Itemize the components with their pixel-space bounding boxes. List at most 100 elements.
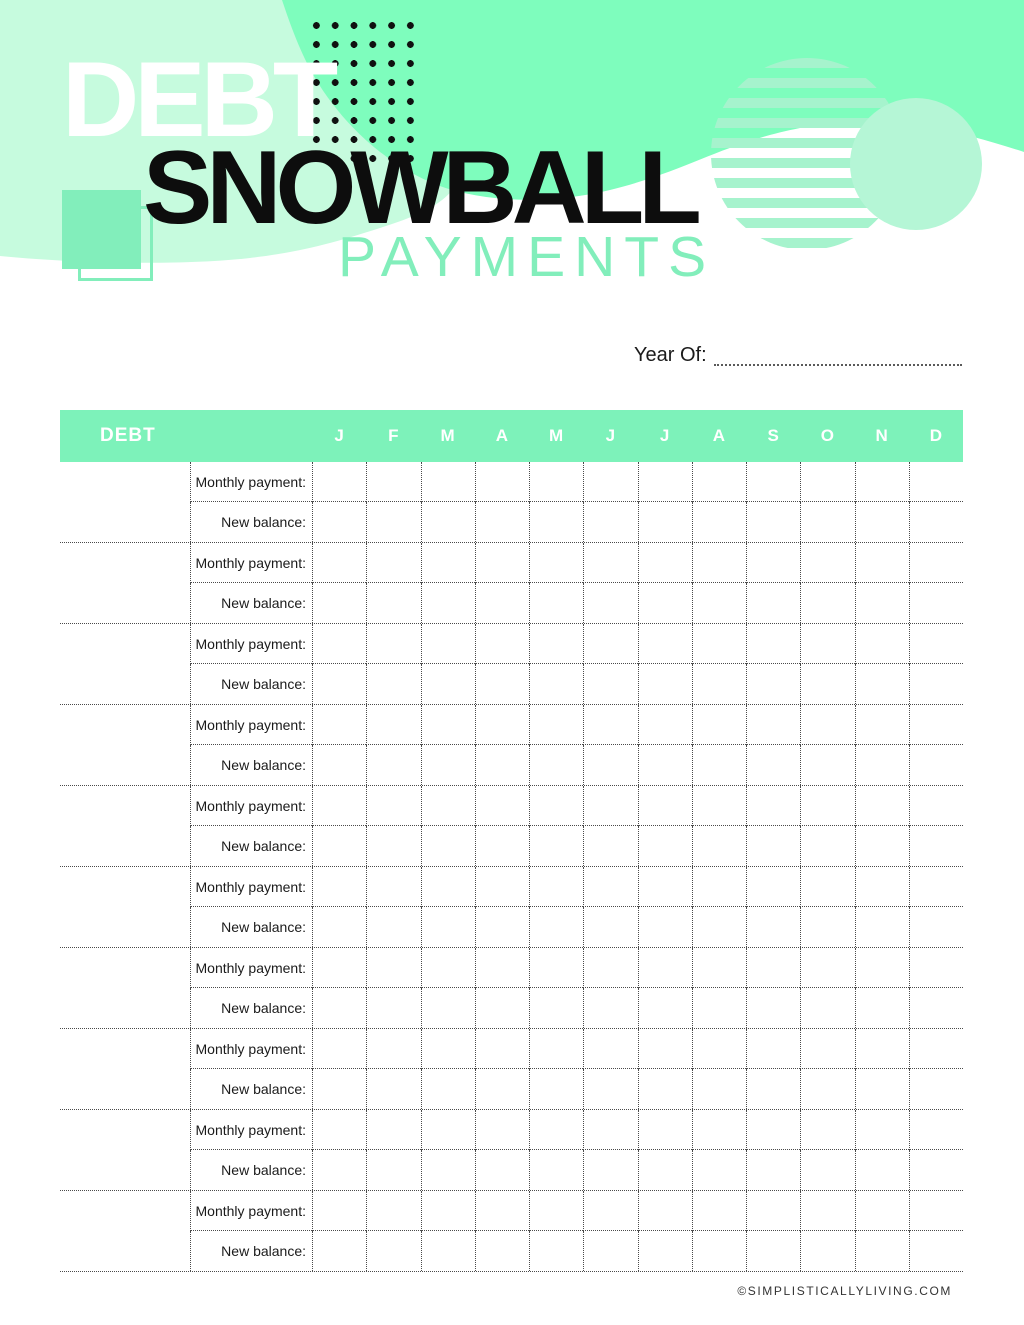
- monthly-payment-value-cell[interactable]: [746, 867, 801, 907]
- monthly-payment-value-cell[interactable]: [420, 1110, 475, 1150]
- new-balance-value-cell[interactable]: [529, 1069, 583, 1109]
- new-balance-value-cell[interactable]: [691, 1231, 746, 1271]
- new-balance-value-cell[interactable]: [746, 988, 800, 1028]
- new-balance-value-cell[interactable]: [637, 988, 692, 1028]
- monthly-payment-value-cell[interactable]: [312, 867, 367, 907]
- monthly-payment-value-cell[interactable]: [474, 1110, 529, 1150]
- monthly-payment-value-cell[interactable]: [474, 624, 529, 664]
- new-balance-value-cell[interactable]: [637, 745, 692, 785]
- new-balance-value-cell[interactable]: [583, 1231, 637, 1271]
- monthly-payment-value-cell[interactable]: [312, 543, 367, 583]
- new-balance-value-cell[interactable]: [854, 745, 909, 785]
- monthly-payment-value-cell[interactable]: [420, 543, 475, 583]
- monthly-payment-value-cell[interactable]: [908, 624, 963, 664]
- new-balance-value-cell[interactable]: [529, 745, 583, 785]
- new-balance-value-cell[interactable]: [366, 1150, 420, 1190]
- monthly-payment-value-cell[interactable]: [529, 543, 584, 583]
- debt-name-cell[interactable]: [60, 462, 190, 542]
- new-balance-value-cell[interactable]: [529, 1150, 583, 1190]
- monthly-payment-value-cell[interactable]: [529, 948, 584, 988]
- monthly-payment-value-cell[interactable]: [691, 1191, 746, 1231]
- new-balance-value-cell[interactable]: [529, 907, 583, 947]
- monthly-payment-value-cell[interactable]: [691, 948, 746, 988]
- new-balance-value-cell[interactable]: [908, 745, 963, 785]
- new-balance-value-cell[interactable]: [691, 907, 746, 947]
- new-balance-value-cell[interactable]: [691, 988, 746, 1028]
- new-balance-value-cell[interactable]: [312, 826, 366, 866]
- monthly-payment-value-cell[interactable]: [583, 948, 638, 988]
- monthly-payment-value-cell[interactable]: [529, 624, 584, 664]
- monthly-payment-value-cell[interactable]: [854, 1110, 909, 1150]
- monthly-payment-value-cell[interactable]: [583, 1110, 638, 1150]
- monthly-payment-value-cell[interactable]: [420, 705, 475, 745]
- monthly-payment-value-cell[interactable]: [420, 624, 475, 664]
- new-balance-value-cell[interactable]: [474, 826, 529, 866]
- new-balance-value-cell[interactable]: [583, 583, 637, 623]
- new-balance-value-cell[interactable]: [746, 1231, 800, 1271]
- debt-name-cell[interactable]: [60, 867, 190, 947]
- monthly-payment-value-cell[interactable]: [691, 705, 746, 745]
- monthly-payment-value-cell[interactable]: [637, 462, 692, 502]
- new-balance-value-cell[interactable]: [366, 664, 420, 704]
- debt-name-cell[interactable]: [60, 1110, 190, 1190]
- new-balance-value-cell[interactable]: [854, 826, 909, 866]
- monthly-payment-value-cell[interactable]: [583, 1029, 638, 1069]
- monthly-payment-value-cell[interactable]: [637, 1110, 692, 1150]
- monthly-payment-value-cell[interactable]: [854, 1191, 909, 1231]
- monthly-payment-value-cell[interactable]: [800, 462, 855, 502]
- new-balance-value-cell[interactable]: [691, 664, 746, 704]
- monthly-payment-value-cell[interactable]: [583, 705, 638, 745]
- new-balance-value-cell[interactable]: [908, 583, 963, 623]
- new-balance-value-cell[interactable]: [366, 583, 420, 623]
- monthly-payment-value-cell[interactable]: [366, 462, 421, 502]
- new-balance-value-cell[interactable]: [800, 583, 854, 623]
- monthly-payment-value-cell[interactable]: [800, 948, 855, 988]
- monthly-payment-value-cell[interactable]: [637, 705, 692, 745]
- new-balance-value-cell[interactable]: [420, 1231, 475, 1271]
- monthly-payment-value-cell[interactable]: [474, 1029, 529, 1069]
- monthly-payment-value-cell[interactable]: [583, 1191, 638, 1231]
- new-balance-value-cell[interactable]: [854, 907, 909, 947]
- monthly-payment-value-cell[interactable]: [908, 462, 963, 502]
- monthly-payment-value-cell[interactable]: [691, 543, 746, 583]
- new-balance-value-cell[interactable]: [529, 988, 583, 1028]
- new-balance-value-cell[interactable]: [312, 664, 366, 704]
- new-balance-value-cell[interactable]: [420, 1069, 475, 1109]
- monthly-payment-value-cell[interactable]: [854, 543, 909, 583]
- new-balance-value-cell[interactable]: [420, 583, 475, 623]
- new-balance-value-cell[interactable]: [583, 907, 637, 947]
- monthly-payment-value-cell[interactable]: [312, 1191, 367, 1231]
- monthly-payment-value-cell[interactable]: [746, 948, 801, 988]
- new-balance-value-cell[interactable]: [746, 502, 800, 542]
- monthly-payment-value-cell[interactable]: [420, 1029, 475, 1069]
- monthly-payment-value-cell[interactable]: [366, 786, 421, 826]
- monthly-payment-value-cell[interactable]: [474, 867, 529, 907]
- monthly-payment-value-cell[interactable]: [529, 786, 584, 826]
- new-balance-value-cell[interactable]: [366, 907, 420, 947]
- monthly-payment-value-cell[interactable]: [746, 1029, 801, 1069]
- new-balance-value-cell[interactable]: [746, 826, 800, 866]
- new-balance-value-cell[interactable]: [637, 1231, 692, 1271]
- monthly-payment-value-cell[interactable]: [312, 462, 367, 502]
- new-balance-value-cell[interactable]: [800, 988, 854, 1028]
- monthly-payment-value-cell[interactable]: [366, 948, 421, 988]
- new-balance-value-cell[interactable]: [312, 1231, 366, 1271]
- monthly-payment-value-cell[interactable]: [854, 624, 909, 664]
- monthly-payment-value-cell[interactable]: [529, 1029, 584, 1069]
- monthly-payment-value-cell[interactable]: [474, 948, 529, 988]
- monthly-payment-value-cell[interactable]: [800, 786, 855, 826]
- new-balance-value-cell[interactable]: [583, 502, 637, 542]
- new-balance-value-cell[interactable]: [908, 826, 963, 866]
- new-balance-value-cell[interactable]: [746, 583, 800, 623]
- monthly-payment-value-cell[interactable]: [691, 624, 746, 664]
- monthly-payment-value-cell[interactable]: [420, 462, 475, 502]
- new-balance-value-cell[interactable]: [746, 1150, 800, 1190]
- monthly-payment-value-cell[interactable]: [908, 705, 963, 745]
- monthly-payment-value-cell[interactable]: [474, 543, 529, 583]
- new-balance-value-cell[interactable]: [474, 745, 529, 785]
- new-balance-value-cell[interactable]: [854, 664, 909, 704]
- debt-name-cell[interactable]: [60, 1029, 190, 1109]
- monthly-payment-value-cell[interactable]: [800, 1191, 855, 1231]
- new-balance-value-cell[interactable]: [474, 664, 529, 704]
- new-balance-value-cell[interactable]: [420, 1150, 475, 1190]
